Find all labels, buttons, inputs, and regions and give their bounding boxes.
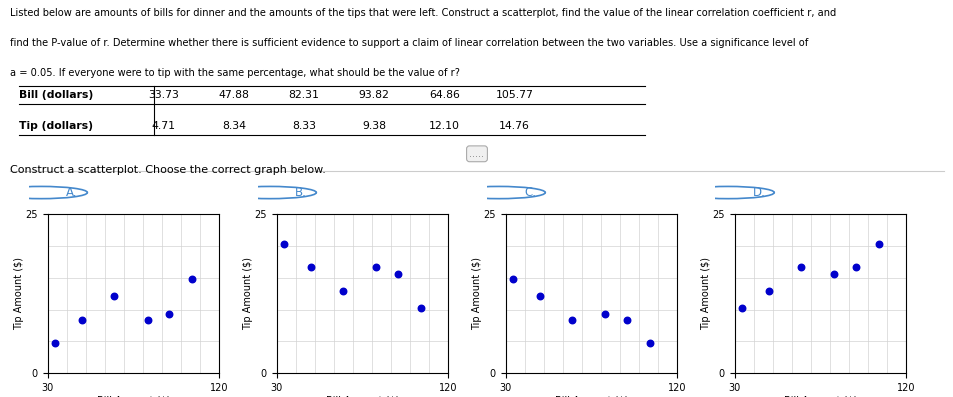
Text: 105.77: 105.77 <box>495 91 533 100</box>
Y-axis label: Tip Amount ($): Tip Amount ($) <box>700 257 710 330</box>
Point <box>733 305 748 311</box>
Text: a = 0.05. If everyone were to tip with the same percentage, what should be the v: a = 0.05. If everyone were to tip with t… <box>10 68 459 78</box>
Text: 64.86: 64.86 <box>429 91 459 100</box>
Point <box>335 288 351 295</box>
Text: 4.71: 4.71 <box>152 121 175 131</box>
Point <box>532 293 547 299</box>
Point <box>391 271 406 277</box>
Y-axis label: Tip Amount ($): Tip Amount ($) <box>472 257 481 330</box>
Point <box>848 264 863 270</box>
Point <box>107 293 122 299</box>
Text: B.: B. <box>295 186 307 199</box>
Text: Tip (dollars): Tip (dollars) <box>19 121 92 131</box>
Text: 14.76: 14.76 <box>498 121 529 131</box>
Point <box>414 305 429 311</box>
Text: 47.88: 47.88 <box>218 91 249 100</box>
Text: 9.38: 9.38 <box>362 121 386 131</box>
Text: Bill (dollars): Bill (dollars) <box>19 91 93 100</box>
Text: Listed below are amounts of bills for dinner and the amounts of the tips that we: Listed below are amounts of bills for di… <box>10 8 835 18</box>
Text: find the P-value of r. Determine whether there is sufficient evidence to support: find the P-value of r. Determine whether… <box>10 38 807 48</box>
X-axis label: Bill Amount ($): Bill Amount ($) <box>555 396 627 397</box>
Point <box>642 340 658 347</box>
Text: A.: A. <box>67 186 78 199</box>
Point <box>760 288 776 295</box>
Point <box>369 264 384 270</box>
Point <box>619 317 635 324</box>
Point <box>74 317 90 324</box>
Point <box>303 264 318 270</box>
Point <box>504 276 519 283</box>
Point <box>275 241 291 247</box>
Point <box>47 340 62 347</box>
Text: D.: D. <box>753 186 765 199</box>
Text: 8.34: 8.34 <box>222 121 246 131</box>
Point <box>564 317 579 324</box>
Y-axis label: Tip Amount ($): Tip Amount ($) <box>14 257 24 330</box>
Text: .....: ..... <box>469 149 484 159</box>
Point <box>598 310 613 317</box>
Text: 12.10: 12.10 <box>428 121 459 131</box>
Point <box>826 271 841 277</box>
Text: 82.31: 82.31 <box>289 91 319 100</box>
X-axis label: Bill Amount ($): Bill Amount ($) <box>783 396 856 397</box>
Point <box>185 276 200 283</box>
Point <box>140 317 155 324</box>
Point <box>162 310 177 317</box>
Point <box>871 241 886 247</box>
X-axis label: Bill Amount ($): Bill Amount ($) <box>97 396 170 397</box>
Text: Construct a scatterplot. Choose the correct graph below.: Construct a scatterplot. Choose the corr… <box>10 165 325 175</box>
Text: C.: C. <box>524 186 536 199</box>
Text: 33.73: 33.73 <box>149 91 179 100</box>
Y-axis label: Tip Amount ($): Tip Amount ($) <box>243 257 253 330</box>
Text: 8.33: 8.33 <box>292 121 315 131</box>
X-axis label: Bill Amount ($): Bill Amount ($) <box>326 396 398 397</box>
Text: 93.82: 93.82 <box>358 91 389 100</box>
Point <box>793 264 808 270</box>
